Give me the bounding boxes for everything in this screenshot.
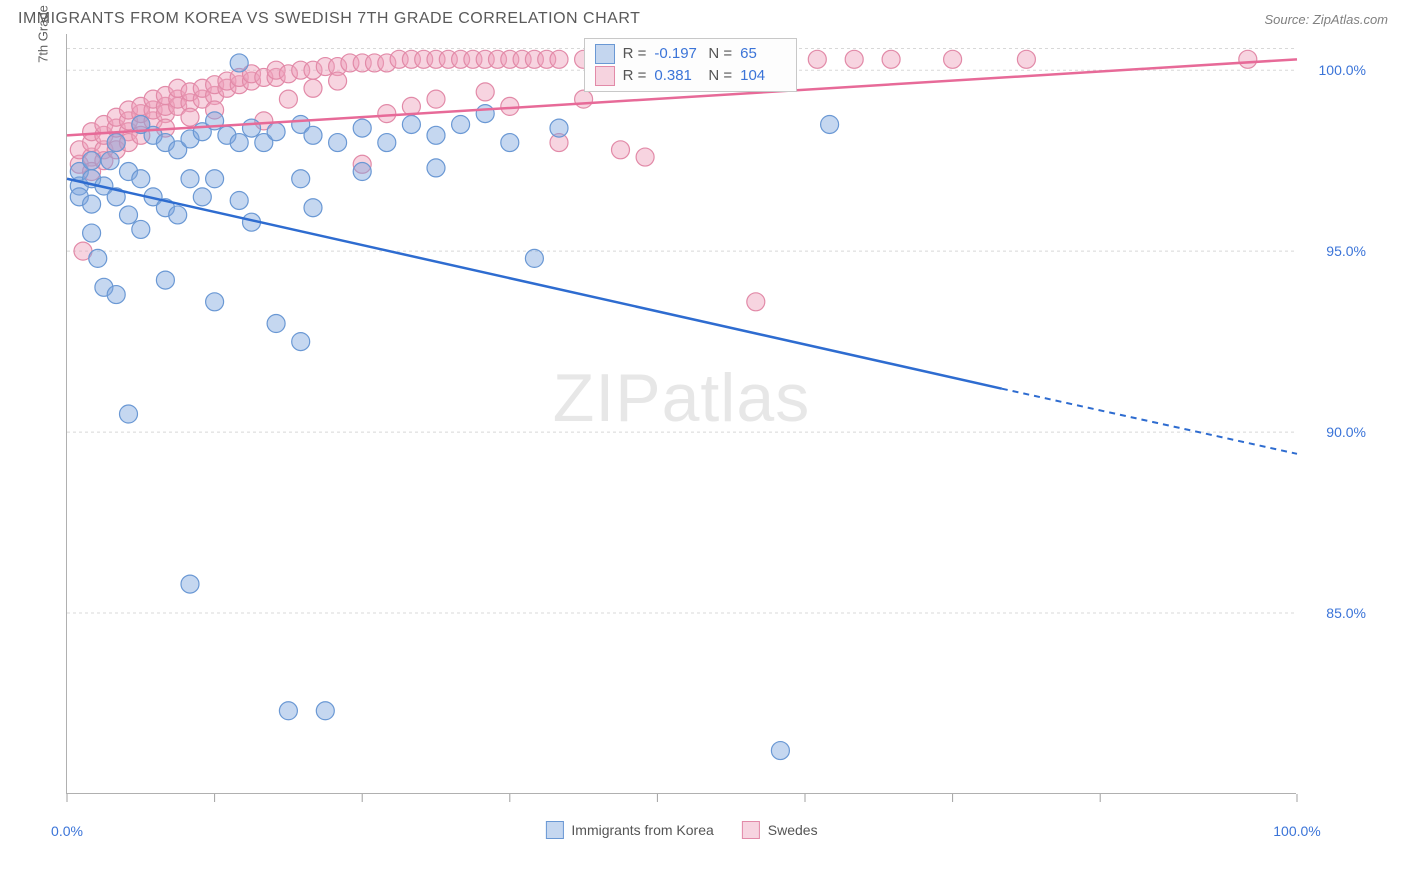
- y-tick-label: 85.0%: [1326, 605, 1366, 621]
- n-value: 104: [740, 65, 786, 87]
- r-value: -0.197: [654, 43, 700, 65]
- legend-item-korea: Immigrants from Korea: [545, 821, 713, 839]
- y-tick-label: 95.0%: [1326, 243, 1366, 259]
- chart-title: IMMIGRANTS FROM KOREA VS SWEDISH 7TH GRA…: [18, 10, 640, 28]
- y-tick-label: 90.0%: [1326, 424, 1366, 440]
- legend-swatch: [545, 821, 563, 839]
- legend-row-swedes: R =0.381N =104: [595, 65, 787, 87]
- n-value: 65: [740, 43, 786, 65]
- legend-swatch: [595, 66, 615, 86]
- scatter-svg: [67, 34, 1297, 794]
- y-axis-label: 7th Grade: [35, 5, 50, 63]
- r-value: 0.381: [654, 65, 700, 87]
- legend-row-korea: R =-0.197N =65: [595, 43, 787, 65]
- x-tick-label: 100.0%: [1273, 823, 1320, 839]
- x-tick-label: 0.0%: [51, 823, 83, 839]
- legend-item-swedes: Swedes: [742, 821, 818, 839]
- source-label: Source: ZipAtlas.com: [1264, 12, 1388, 27]
- legend-swatch: [742, 821, 760, 839]
- legend-label: Immigrants from Korea: [571, 822, 713, 838]
- series-legend: Immigrants from Korea Swedes: [545, 821, 817, 839]
- legend-swatch: [595, 44, 615, 64]
- plot-region: ZIPatlas R =-0.197N =65R =0.381N =104 Im…: [66, 34, 1296, 794]
- y-tick-label: 100.0%: [1319, 62, 1366, 78]
- legend-label: Swedes: [768, 822, 818, 838]
- correlation-legend: R =-0.197N =65R =0.381N =104: [584, 38, 798, 92]
